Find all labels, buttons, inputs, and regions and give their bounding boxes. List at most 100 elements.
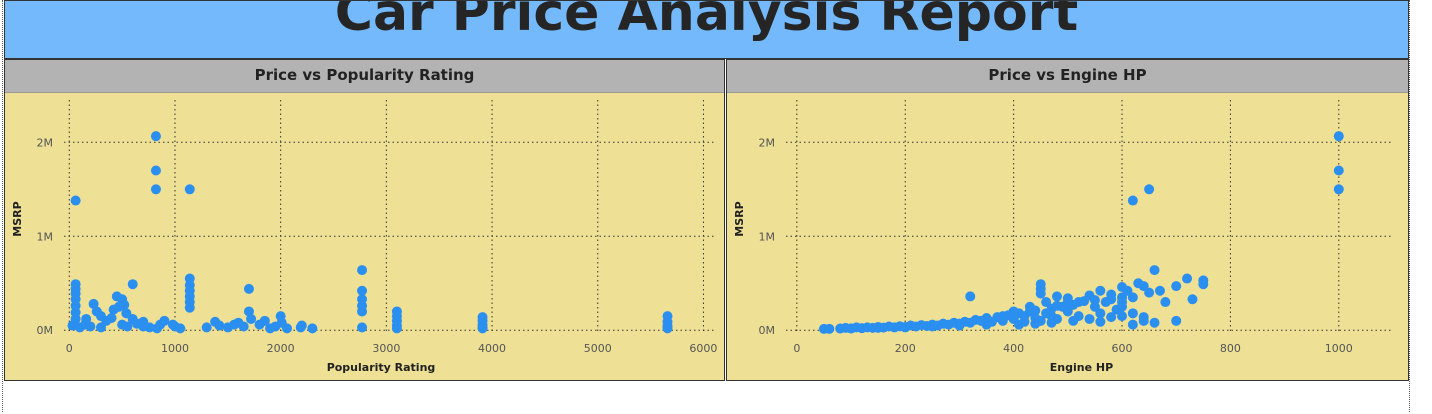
x-axis-label: Engine HP — [1050, 361, 1113, 374]
data-point — [846, 323, 857, 334]
x-tick-label: 400 — [1003, 342, 1024, 355]
data-point — [1171, 315, 1182, 326]
data-point — [1333, 131, 1344, 142]
data-point — [1089, 295, 1100, 306]
data-point — [152, 323, 163, 334]
data-point — [1068, 315, 1079, 326]
data-point — [184, 302, 195, 313]
data-point — [883, 321, 894, 332]
data-point — [662, 323, 673, 334]
data-point — [357, 306, 368, 317]
data-point — [88, 298, 99, 309]
x-tick-label: 1000 — [161, 342, 189, 355]
data-point — [1127, 195, 1138, 206]
data-point — [1333, 184, 1344, 195]
data-point — [1014, 319, 1025, 330]
data-point — [243, 283, 254, 294]
data-point — [67, 320, 78, 331]
data-point — [1095, 308, 1106, 319]
data-point — [214, 320, 225, 331]
data-point — [1046, 311, 1057, 322]
data-point — [1079, 296, 1090, 307]
data-point — [282, 323, 293, 334]
data-point — [70, 195, 81, 206]
y-tick-label: 2M — [759, 136, 776, 149]
x-tick-label: 4000 — [478, 342, 506, 355]
data-point — [357, 265, 368, 276]
data-point — [246, 313, 257, 324]
x-tick-label: 0 — [793, 342, 800, 355]
data-point — [997, 315, 1008, 326]
chart-panel-popularity: Price vs Popularity Rating 0 1000 2000 3000… — [4, 59, 725, 381]
x-axis-label: Popularity Rating — [327, 361, 436, 374]
data-point — [150, 131, 161, 142]
data-point — [477, 323, 488, 334]
data-point — [1106, 312, 1117, 323]
x-tick-label: 600 — [1112, 342, 1133, 355]
y-tick-label: 0M — [37, 324, 54, 337]
x-tick-label: 3000 — [372, 342, 400, 355]
data-point — [900, 322, 911, 333]
x-tick-label: 1000 — [1325, 342, 1353, 355]
data-point — [1008, 306, 1019, 317]
data-point — [1149, 317, 1160, 328]
report-header: Car Price Analysis Report — [4, 0, 1409, 59]
data-point — [1149, 265, 1160, 276]
data-point — [1084, 313, 1095, 324]
x-tick-label: 0 — [66, 342, 73, 355]
chart-title-popularity: Price vs Popularity Rating — [254, 66, 475, 84]
data-point — [1198, 279, 1209, 290]
data-point — [1106, 289, 1117, 300]
data-point — [357, 322, 368, 333]
x-tick-label: 6000 — [689, 342, 717, 355]
data-point — [391, 323, 402, 334]
data-point — [1138, 315, 1149, 326]
data-point — [201, 322, 212, 333]
data-point — [1062, 297, 1073, 308]
chart-title-engine-hp: Price vs Engine HP — [988, 66, 1147, 84]
data-point — [1035, 288, 1046, 299]
data-point — [1127, 308, 1138, 319]
data-point — [1144, 287, 1155, 298]
data-point — [81, 313, 92, 324]
data-point — [862, 322, 873, 333]
data-point — [307, 323, 318, 334]
data-point — [1041, 297, 1052, 308]
y-tick-label: 0M — [759, 324, 776, 337]
data-point — [818, 323, 829, 334]
data-point — [184, 184, 195, 195]
x-tick-label: 2000 — [267, 342, 295, 355]
report-title: Car Price Analysis Report — [334, 0, 1079, 43]
scatter-plot-engine-hp: 0 200 400 600 800 1000 0M 1M 2M Engine HP MSRP — [733, 100, 1393, 374]
y-tick-label: 1M — [37, 230, 54, 243]
data-point — [1154, 285, 1165, 296]
data-point — [938, 318, 949, 329]
data-point — [1117, 297, 1128, 308]
data-point — [150, 165, 161, 176]
data-point — [1160, 297, 1171, 308]
data-point — [1030, 313, 1041, 324]
x-tick-label: 800 — [1220, 342, 1241, 355]
data-point — [150, 184, 161, 195]
data-point — [144, 322, 155, 333]
data-point — [1024, 301, 1035, 312]
data-point — [238, 321, 249, 332]
data-point — [265, 323, 276, 334]
data-point — [1046, 303, 1057, 314]
data-point — [1333, 165, 1344, 176]
y-axis-label: MSRP — [733, 201, 746, 236]
y-tick-label: 2M — [37, 136, 54, 149]
data-point — [175, 323, 186, 334]
data-point — [873, 322, 884, 333]
data-point — [243, 306, 254, 317]
data-point — [916, 320, 927, 331]
data-point — [970, 314, 981, 325]
data-point — [1182, 273, 1193, 284]
data-point — [159, 315, 170, 326]
data-point — [95, 322, 106, 333]
scatter-plot-popularity: 0 1000 2000 3000 4000 5000 6000 0M 1M 2M Popularit… — [11, 100, 717, 374]
data-point — [127, 279, 138, 290]
data-point — [927, 321, 938, 332]
data-point — [357, 285, 368, 296]
data-point — [85, 321, 96, 332]
